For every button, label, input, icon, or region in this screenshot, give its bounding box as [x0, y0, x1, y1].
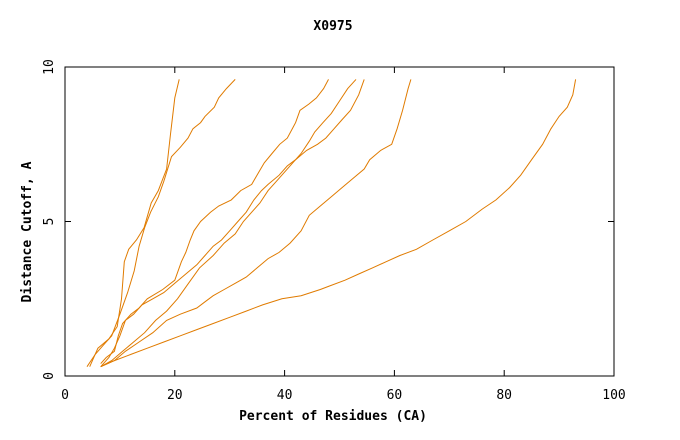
series-line-6	[100, 79, 412, 368]
series-line-3	[100, 79, 329, 364]
y-axis-label: Distance Cutoff, A	[20, 161, 35, 302]
y-tick-label: 0	[42, 372, 57, 380]
x-tick-label: 40	[277, 388, 293, 403]
x-tick-label: 100	[602, 388, 625, 403]
series-lines	[86, 79, 577, 368]
y-axis-ticks: 0 5 10	[42, 59, 614, 380]
x-tick-label: 20	[167, 388, 183, 403]
series-line-1	[89, 79, 180, 367]
x-axis-label: Percent of Residues (CA)	[239, 409, 427, 424]
x-tick-label: 60	[387, 388, 403, 403]
x-tick-label: 80	[496, 388, 512, 403]
series-line-7	[100, 79, 577, 368]
series-line-2	[86, 79, 236, 367]
x-tick-label: 0	[61, 388, 69, 403]
series-line-5	[100, 79, 357, 368]
y-tick-label: 10	[42, 59, 57, 75]
x-axis-ticks: 0 20 40 60 80 100	[61, 67, 626, 403]
chart-title: X0975	[313, 19, 352, 34]
series-line-4	[100, 79, 365, 368]
y-tick-label: 5	[42, 218, 57, 226]
